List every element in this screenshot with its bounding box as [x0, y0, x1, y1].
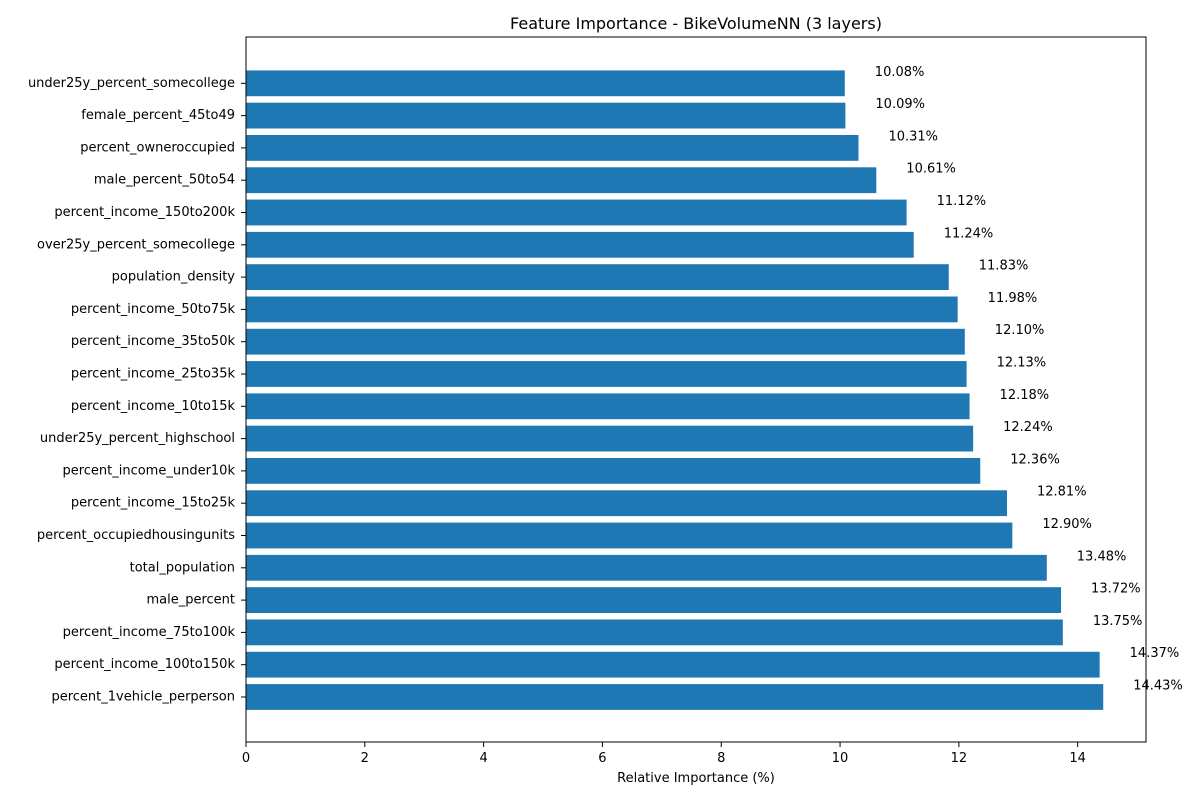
bar-under25y_percent_highschool: [246, 425, 974, 452]
value-labels-layer: 14.43% 14.37% 13.75% 13.72% 13.48% 12.90% 12.8…: [875, 65, 1183, 694]
y-tick-label: percent_income_50to75k: [71, 302, 236, 317]
y-tick-label: percent_income_35to50k: [71, 334, 236, 349]
value-label-percent_income_15to25k: 12.81%: [1037, 485, 1087, 500]
y-tick-label: under25y_percent_somecollege: [28, 76, 235, 91]
y-tick-label: female_percent_45to49: [81, 108, 235, 123]
y-tick-label: male_percent: [146, 593, 235, 608]
value-label-percent_1vehicle_perperson: 14.43%: [1133, 679, 1183, 694]
y-tick-label: percent_income_under10k: [62, 463, 235, 478]
bar-percent_income_75to100k: [246, 619, 1063, 646]
value-label-percent_income_150to200k: 11.12%: [937, 194, 987, 209]
bar-over25y_percent_somecollege: [246, 231, 914, 258]
bar-percent_income_15to25k: [246, 490, 1007, 517]
x-tick-label: 14: [1069, 751, 1086, 766]
y-tick-label: percent_income_10to15k: [71, 399, 236, 414]
y-tick-label: percent_occupiedhousingunits: [37, 528, 235, 543]
x-tick-label: 2: [361, 751, 369, 766]
bar-percent_1vehicle_perperson: [246, 684, 1104, 710]
value-label-percent_income_100to150k: 14.37%: [1130, 646, 1180, 661]
value-label-under25y_percent_somecollege: 10.08%: [875, 65, 925, 80]
bar-percent_income_25to35k: [246, 361, 967, 387]
x-tick-label: 12: [951, 751, 968, 766]
y-tick-label: percent_1vehicle_perperson: [51, 690, 235, 705]
chart-title: Feature Importance - BikeVolumeNN (3 lay…: [510, 14, 882, 33]
y-tick-label: percent_income_15to25k: [71, 496, 236, 511]
value-label-percent_income_under10k: 12.36%: [1010, 452, 1060, 467]
value-label-percent_income_10to15k: 12.18%: [1000, 388, 1050, 403]
value-label-percent_occupiedhousingunits: 12.90%: [1042, 517, 1092, 532]
bar-percent_occupiedhousingunits: [246, 522, 1013, 549]
bar-population_density: [246, 264, 949, 290]
x-tick-label: 4: [479, 751, 487, 766]
value-label-population_density: 11.83%: [979, 259, 1029, 274]
value-label-male_percent: 13.72%: [1091, 582, 1141, 597]
value-label-percent_income_75to100k: 13.75%: [1093, 614, 1143, 629]
bar-percent_income_35to50k: [246, 328, 965, 355]
value-label-percent_income_35to50k: 12.10%: [995, 323, 1045, 338]
y-tick-label: population_density: [112, 270, 236, 285]
bars-layer: [246, 70, 1104, 710]
y-tick-label: under25y_percent_highschool: [40, 431, 235, 446]
bar-female_percent_45to49: [246, 102, 846, 129]
bar-percent_income_10to15k: [246, 393, 970, 420]
y-tick-label: male_percent_50to54: [94, 173, 235, 188]
bar-percent_owneroccupied: [246, 135, 859, 161]
value-label-percent_income_50to75k: 11.98%: [988, 291, 1038, 306]
bar-percent_income_100to150k: [246, 651, 1100, 678]
value-label-female_percent_45to49: 10.09%: [875, 97, 925, 112]
value-label-percent_income_25to35k: 12.13%: [997, 356, 1047, 371]
bar-male_percent_50to54: [246, 167, 877, 194]
bar-percent_income_50to75k: [246, 296, 958, 323]
value-label-over25y_percent_somecollege: 11.24%: [944, 226, 994, 241]
y-axis-ticks: percent_1vehicle_perperson percent_income…: [28, 76, 246, 705]
value-label-male_percent_50to54: 10.61%: [906, 162, 956, 177]
y-tick-label: percent_income_100to150k: [54, 657, 235, 672]
x-axis-label: Relative Importance (%): [617, 771, 775, 786]
bar-total_population: [246, 554, 1047, 581]
bar-male_percent: [246, 587, 1062, 613]
y-tick-label: percent_income_150to200k: [54, 205, 235, 220]
y-tick-label: total_population: [130, 560, 235, 575]
y-tick-label: percent_income_75to100k: [63, 625, 236, 640]
bar-percent_income_150to200k: [246, 199, 907, 226]
bar-percent_income_under10k: [246, 458, 981, 484]
value-label-total_population: 13.48%: [1077, 549, 1127, 564]
x-tick-label: 8: [717, 751, 725, 766]
value-label-percent_owneroccupied: 10.31%: [888, 129, 938, 144]
bar-under25y_percent_somecollege: [246, 70, 845, 97]
x-tick-label: 10: [832, 751, 849, 766]
value-label-under25y_percent_highschool: 12.24%: [1003, 420, 1053, 435]
y-tick-label: percent_income_25to35k: [71, 367, 236, 382]
y-tick-label: percent_owneroccupied: [80, 140, 235, 155]
x-tick-label: 0: [242, 751, 250, 766]
x-tick-label: 6: [598, 751, 606, 766]
x-axis-ticks: 0 2 4 6 8 10 12 14: [242, 742, 1086, 766]
y-tick-label: over25y_percent_somecollege: [37, 237, 235, 252]
plot-frame: [245, 36, 1147, 743]
